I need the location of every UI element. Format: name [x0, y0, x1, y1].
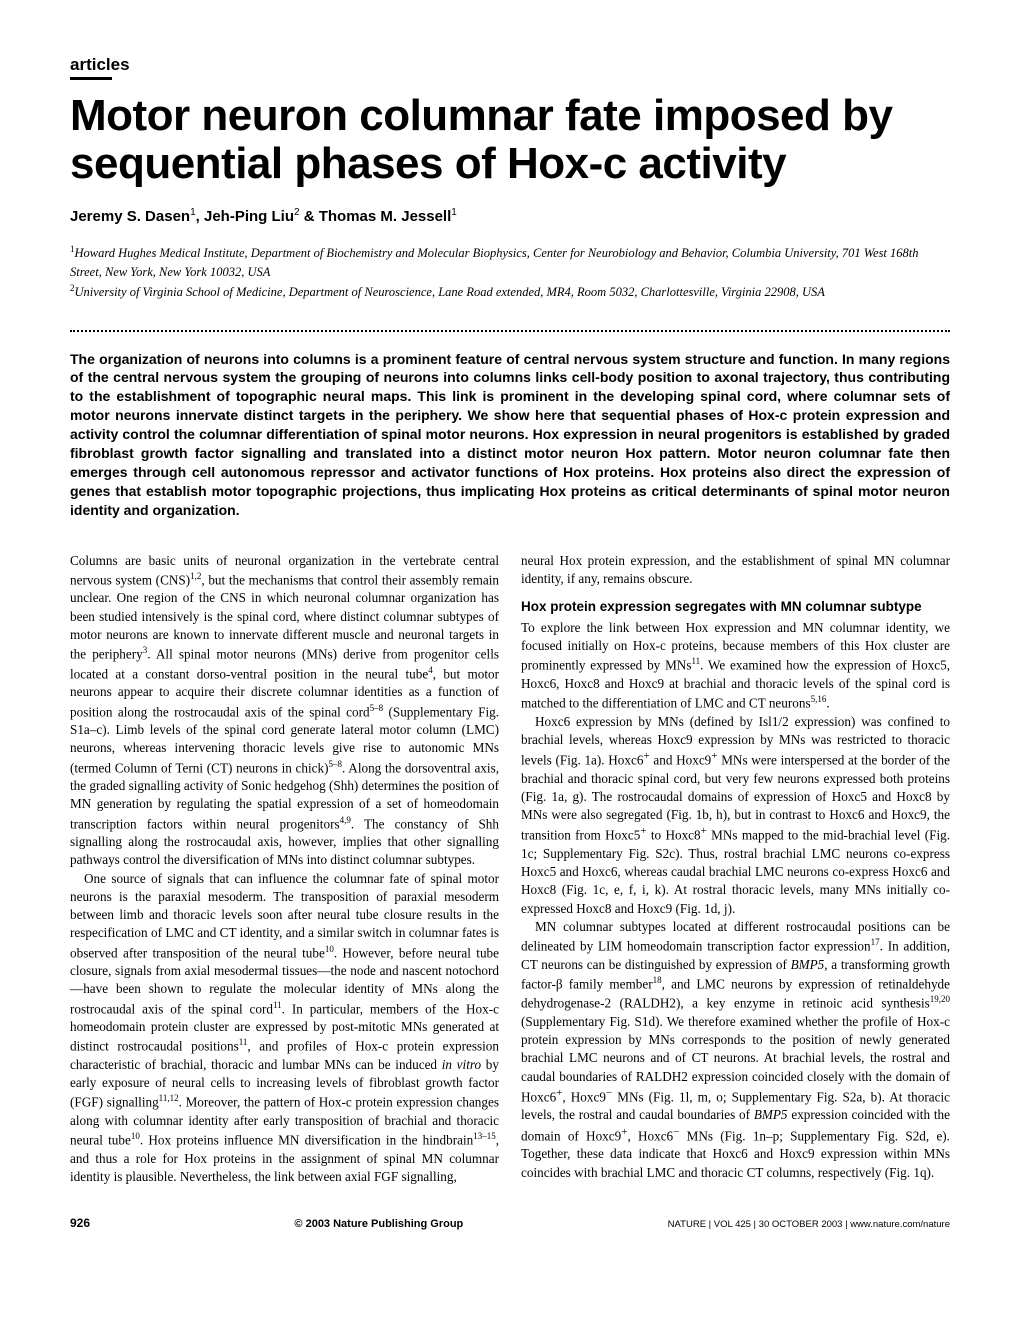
body-p6: MN columnar subtypes located at differen… — [521, 918, 950, 1182]
section-label: articles — [70, 55, 950, 75]
body-columns: Columns are basic units of neuronal orga… — [70, 552, 950, 1187]
affiliation-1: 1Howard Hughes Medical Institute, Depart… — [70, 243, 950, 282]
body-p2: One source of signals that can influence… — [70, 870, 499, 1187]
footer: 926 © 2003 Nature Publishing Group NATUR… — [70, 1216, 950, 1230]
copyright: © 2003 Nature Publishing Group — [294, 1218, 463, 1230]
body-p4: To explore the link between Hox expressi… — [521, 619, 950, 713]
page-number: 926 — [70, 1216, 90, 1230]
body-p1: Columns are basic units of neuronal orga… — [70, 552, 499, 870]
article-title: Motor neuron columnar fate imposed by se… — [70, 92, 950, 187]
affiliation-2: 2University of Virginia School of Medici… — [70, 282, 950, 302]
authors: Jeremy S. Dasen1, Jeh-Ping Liu2 & Thomas… — [70, 207, 950, 225]
section-rule — [70, 77, 112, 80]
dotted-rule — [70, 330, 950, 332]
body-p5: Hoxc6 expression by MNs (defined by Isl1… — [521, 713, 950, 918]
affiliations: 1Howard Hughes Medical Institute, Depart… — [70, 243, 950, 302]
journal-meta: NATURE | VOL 425 | 30 OCTOBER 2003 | www… — [668, 1219, 950, 1230]
subhead-1: Hox protein expression segregates with M… — [521, 598, 950, 617]
abstract: The organization of neurons into columns… — [70, 350, 950, 520]
body-p3: neural Hox protein expression, and the e… — [521, 552, 950, 588]
